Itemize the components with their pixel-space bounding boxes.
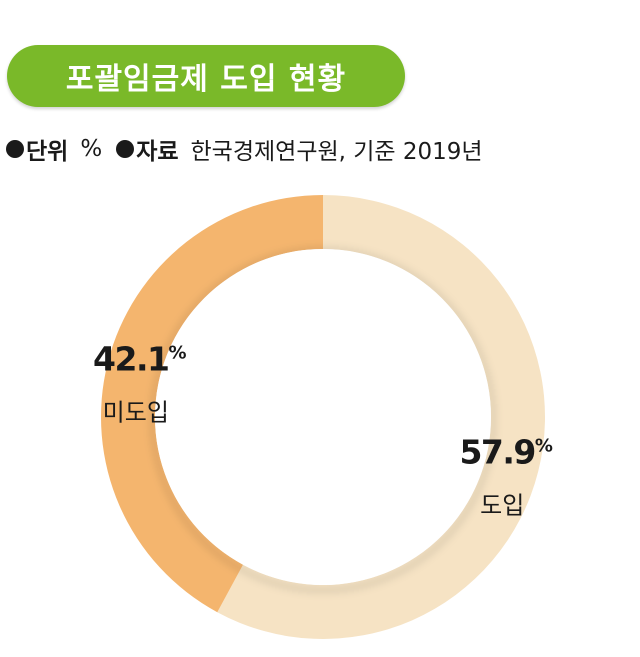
chart-meta: 단위 % 자료 한국경제연구원, 기준 2019년 [6,132,497,166]
data-label: 42.1% 미도입 [93,340,186,427]
bullet-icon [6,140,24,158]
title-badge: 포괄임금제 도입 현황 [7,45,405,107]
value-label: 42.1% [93,340,186,379]
slice-introduced [217,195,545,639]
category-label: 미도입 [103,399,169,427]
unit-value: % [80,136,103,162]
data-label: 57.9% 도입 [459,432,552,519]
unit-key: 단위 [26,139,69,165]
category-label: 도입 [480,491,524,519]
slice-group [101,195,545,639]
source-value: 한국경제연구원, 기준 2019년 [190,139,483,165]
slice-not-introduced [101,195,323,613]
label-group: 57.9% 도입 42.1% 미도입 [93,340,553,520]
value-label: 57.9% [459,432,552,471]
donut-hole [155,249,491,585]
chart-title: 포괄임금제 도입 현황 [65,62,347,97]
source-key: 자료 [136,139,179,165]
bullet-icon [116,140,135,158]
